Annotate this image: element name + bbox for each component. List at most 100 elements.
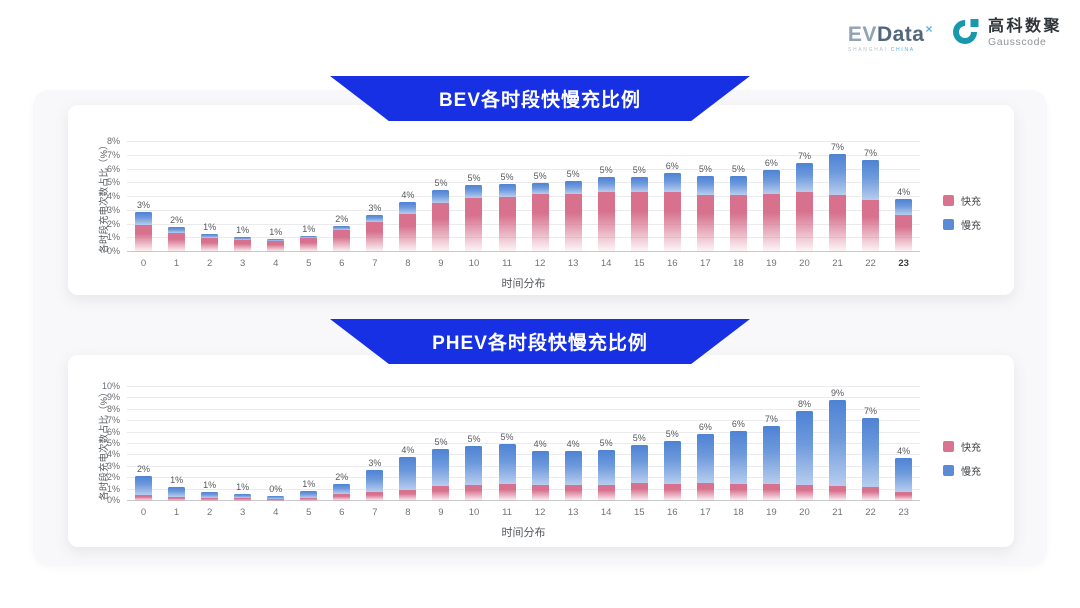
slow-charge-segment[interactable] <box>234 494 252 498</box>
bar-hour-17[interactable]: 5% <box>689 142 722 252</box>
bar-hour-7[interactable]: 3% <box>358 387 391 501</box>
fast-charge-segment[interactable] <box>696 194 714 252</box>
slow-charge-segment[interactable] <box>795 162 813 193</box>
slow-charge-segment[interactable] <box>531 182 549 195</box>
bar-hour-11[interactable]: 5% <box>491 142 524 252</box>
slow-charge-segment[interactable] <box>696 175 714 195</box>
fast-charge-segment[interactable] <box>762 193 780 252</box>
bar-hour-20[interactable]: 8% <box>788 387 821 501</box>
bar-hour-12[interactable]: 4% <box>524 387 557 501</box>
fast-charge-segment[interactable] <box>696 482 714 501</box>
fast-charge-segment[interactable] <box>201 238 219 252</box>
slow-charge-segment[interactable] <box>135 475 153 496</box>
bar-hour-21[interactable]: 9% <box>821 387 854 501</box>
slow-charge-segment[interactable] <box>333 483 351 495</box>
fast-charge-segment[interactable] <box>300 497 318 501</box>
slow-charge-segment[interactable] <box>895 199 913 215</box>
slow-charge-segment[interactable] <box>498 183 516 197</box>
bar-hour-4[interactable]: 0% <box>259 387 292 501</box>
slow-charge-segment[interactable] <box>829 399 846 487</box>
fast-charge-segment[interactable] <box>663 483 681 501</box>
fast-charge-segment[interactable] <box>267 241 285 252</box>
fast-charge-segment[interactable] <box>366 491 384 501</box>
slow-charge-segment[interactable] <box>300 235 318 239</box>
bar-hour-23[interactable]: 4% <box>887 387 920 501</box>
slow-charge-segment[interactable] <box>432 448 450 487</box>
slow-charge-segment[interactable] <box>630 445 648 483</box>
slow-charge-segment[interactable] <box>201 234 219 239</box>
slow-charge-segment[interactable] <box>267 238 285 241</box>
slow-charge-segment[interactable] <box>663 440 681 484</box>
bar-hour-2[interactable]: 1% <box>193 387 226 501</box>
bar-hour-14[interactable]: 5% <box>590 142 623 252</box>
bar-hour-16[interactable]: 5% <box>656 387 689 501</box>
bar-hour-21[interactable]: 7% <box>821 142 854 252</box>
bar-hour-16[interactable]: 6% <box>656 142 689 252</box>
slow-charge-segment[interactable] <box>498 444 516 484</box>
bar-hour-18[interactable]: 5% <box>722 142 755 252</box>
slow-charge-segment[interactable] <box>729 431 747 484</box>
fast-charge-segment[interactable] <box>465 198 483 252</box>
bar-hour-4[interactable]: 1% <box>259 142 292 252</box>
slow-charge-segment[interactable] <box>597 449 615 486</box>
slow-charge-segment[interactable] <box>564 181 582 194</box>
slow-charge-segment[interactable] <box>168 487 186 498</box>
bar-hour-13[interactable]: 4% <box>557 387 590 501</box>
slow-charge-segment[interactable] <box>696 433 714 483</box>
bar-hour-5[interactable]: 1% <box>292 142 325 252</box>
fast-charge-segment[interactable] <box>762 483 780 501</box>
bar-hour-10[interactable]: 5% <box>457 387 490 501</box>
slow-charge-segment[interactable] <box>135 212 153 225</box>
bar-hour-18[interactable]: 6% <box>722 387 755 501</box>
bar-hour-22[interactable]: 7% <box>854 142 887 252</box>
fast-charge-segment[interactable] <box>795 485 813 501</box>
fast-charge-segment[interactable] <box>597 485 615 501</box>
fast-charge-segment[interactable] <box>432 486 450 501</box>
bar-hour-0[interactable]: 2% <box>127 387 160 501</box>
fast-charge-segment[interactable] <box>729 483 747 501</box>
fast-charge-segment[interactable] <box>829 194 846 252</box>
bar-hour-5[interactable]: 1% <box>292 387 325 501</box>
slow-charge-segment[interactable] <box>762 425 780 484</box>
fast-charge-segment[interactable] <box>234 240 252 252</box>
fast-charge-segment[interactable] <box>366 221 384 252</box>
bar-hour-6[interactable]: 2% <box>325 142 358 252</box>
bar-hour-3[interactable]: 1% <box>226 387 259 501</box>
fast-charge-segment[interactable] <box>333 230 351 252</box>
fast-charge-segment[interactable] <box>531 194 549 252</box>
bar-hour-19[interactable]: 6% <box>755 142 788 252</box>
bar-hour-15[interactable]: 5% <box>623 142 656 252</box>
slow-charge-segment[interactable] <box>564 450 582 486</box>
bar-hour-15[interactable]: 5% <box>623 387 656 501</box>
fast-charge-segment[interactable] <box>564 485 582 501</box>
fast-charge-segment[interactable] <box>399 213 417 252</box>
slow-charge-segment[interactable] <box>729 175 747 195</box>
bar-hour-2[interactable]: 1% <box>193 142 226 252</box>
bar-hour-7[interactable]: 3% <box>358 142 391 252</box>
fast-charge-segment[interactable] <box>630 482 648 501</box>
bar-hour-3[interactable]: 1% <box>226 142 259 252</box>
bar-hour-1[interactable]: 1% <box>160 387 193 501</box>
legend-item-慢充[interactable]: 慢充 <box>943 217 981 232</box>
slow-charge-segment[interactable] <box>399 456 417 490</box>
bar-hour-10[interactable]: 5% <box>457 142 490 252</box>
bar-hour-17[interactable]: 6% <box>689 387 722 501</box>
bar-hour-23[interactable]: 4% <box>887 142 920 252</box>
slow-charge-segment[interactable] <box>399 201 417 214</box>
bar-hour-0[interactable]: 3% <box>127 142 160 252</box>
fast-charge-segment[interactable] <box>895 491 913 501</box>
fast-charge-segment[interactable] <box>267 498 285 501</box>
slow-charge-segment[interactable] <box>333 225 351 230</box>
fast-charge-segment[interactable] <box>795 192 813 252</box>
slow-charge-segment[interactable] <box>366 469 384 492</box>
fast-charge-segment[interactable] <box>895 214 913 252</box>
bar-hour-1[interactable]: 2% <box>160 142 193 252</box>
bar-hour-14[interactable]: 5% <box>590 387 623 501</box>
bar-hour-6[interactable]: 2% <box>325 387 358 501</box>
fast-charge-segment[interactable] <box>498 483 516 501</box>
fast-charge-segment[interactable] <box>829 486 846 501</box>
bar-hour-9[interactable]: 5% <box>424 142 457 252</box>
fast-charge-segment[interactable] <box>168 232 186 252</box>
slow-charge-segment[interactable] <box>531 450 549 486</box>
fast-charge-segment[interactable] <box>432 202 450 252</box>
